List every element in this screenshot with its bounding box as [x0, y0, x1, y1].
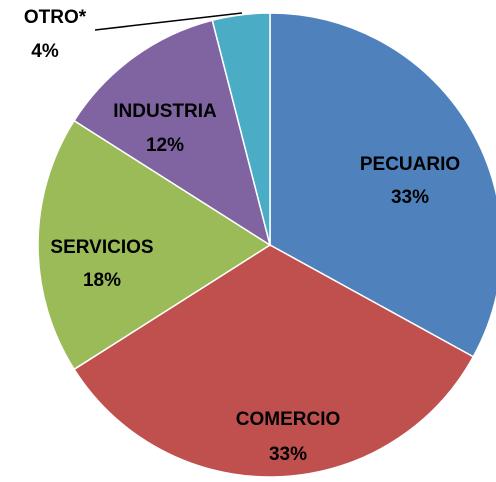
slice-value-label: 18% [83, 270, 121, 291]
slice-value-label: 33% [391, 187, 429, 208]
pie-slice [73, 244, 475, 478]
pie-slice [73, 19, 272, 247]
slice-label: PECUARIO [360, 154, 460, 175]
slice-value-label: 12% [146, 135, 184, 156]
leader-line [94, 12, 243, 31]
slice-label: OTRO* [24, 7, 87, 28]
pie-slice [211, 12, 271, 246]
slice-label: INDUSTRIA [113, 101, 217, 122]
slice-value-label: 33% [269, 444, 307, 465]
slice-label: COMERCIO [236, 409, 341, 430]
slice-label: SERVICIOS [50, 237, 153, 258]
slice-value-label: 4% [31, 41, 59, 62]
pie-slice [37, 119, 272, 371]
